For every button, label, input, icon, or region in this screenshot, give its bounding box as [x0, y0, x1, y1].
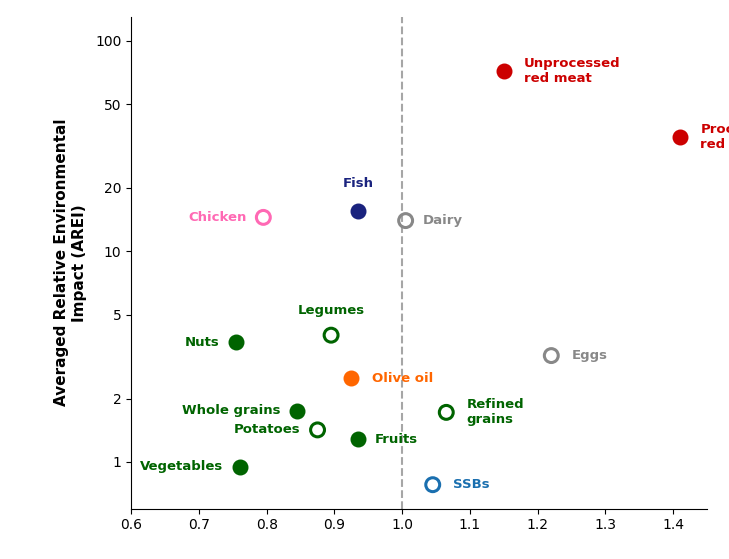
Point: [352, 435, 364, 444]
Text: Fruits: Fruits: [375, 433, 418, 446]
Point: [674, 132, 686, 141]
Y-axis label: Averaged Relative Environmental
Impact (AREI): Averaged Relative Environmental Impact (…: [55, 119, 87, 406]
Text: Eggs: Eggs: [572, 349, 608, 362]
Text: Fish: Fish: [343, 177, 374, 190]
Point: [325, 331, 337, 340]
Text: Legumes: Legumes: [297, 304, 364, 316]
Point: [346, 373, 357, 382]
Text: Processed
red meat: Processed red meat: [701, 123, 729, 151]
Point: [427, 480, 439, 489]
Point: [234, 462, 246, 471]
Text: Chicken: Chicken: [188, 211, 246, 224]
Text: Potatoes: Potatoes: [234, 423, 300, 437]
Text: Vegetables: Vegetables: [139, 460, 222, 473]
Text: Refined
grains: Refined grains: [467, 399, 524, 427]
Point: [498, 67, 510, 75]
Point: [257, 213, 269, 222]
Point: [230, 338, 242, 347]
Point: [545, 351, 557, 360]
Text: Olive oil: Olive oil: [372, 372, 433, 385]
Text: Unprocessed
red meat: Unprocessed red meat: [524, 57, 621, 85]
Text: SSBs: SSBs: [453, 478, 490, 491]
Point: [312, 425, 324, 434]
Point: [440, 408, 452, 417]
Text: Nuts: Nuts: [184, 336, 219, 349]
Point: [352, 207, 364, 216]
Text: Dairy: Dairy: [423, 214, 463, 227]
Point: [292, 406, 303, 415]
Point: [399, 216, 411, 225]
Text: Whole grains: Whole grains: [182, 404, 280, 417]
